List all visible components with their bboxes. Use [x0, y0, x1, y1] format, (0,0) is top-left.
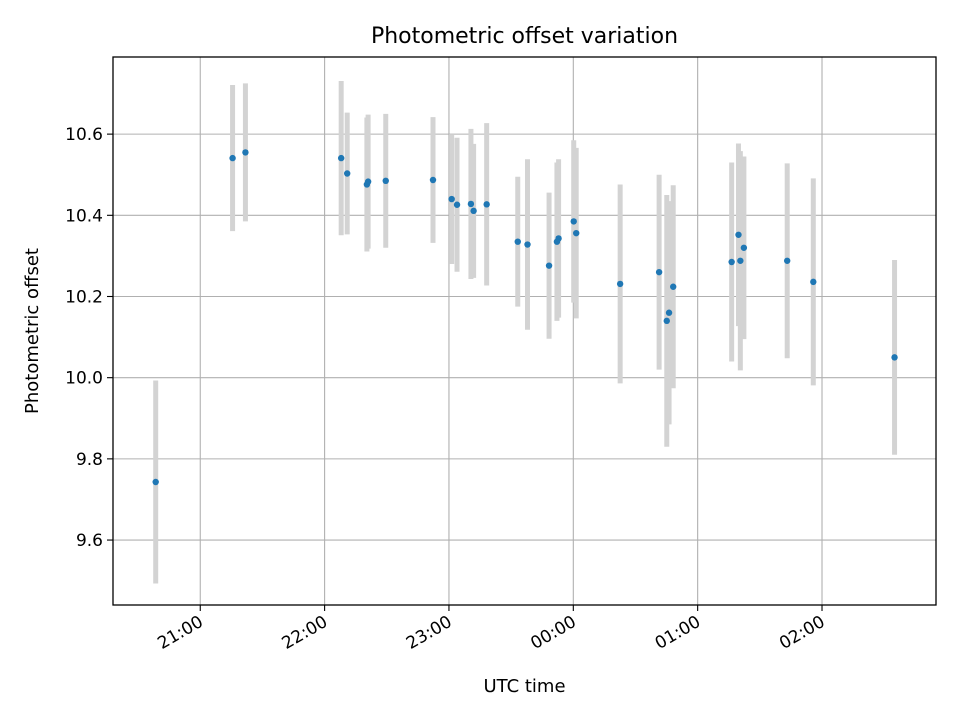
grid [113, 57, 936, 605]
data-points [152, 149, 898, 486]
data-point [483, 201, 490, 208]
data-point [514, 238, 521, 245]
data-point [343, 170, 351, 177]
data-point [670, 283, 677, 290]
data-point [448, 195, 455, 203]
y-tick-label: 9.8 [76, 450, 103, 470]
y-tick-label: 10.6 [65, 125, 103, 145]
data-point [810, 278, 817, 286]
y-axis: 9.6 9.8 10.0 10.2 10.4 10.6 [65, 125, 113, 551]
data-point [891, 354, 898, 361]
data-point [152, 478, 159, 486]
y-tick-label: 10.0 [65, 369, 103, 389]
data-point [242, 149, 249, 156]
y-tick-label: 10.2 [65, 287, 103, 307]
data-point [737, 257, 744, 264]
data-point [467, 200, 475, 208]
plot-frame [112, 56, 937, 606]
data-point [783, 257, 791, 264]
data-point [655, 268, 663, 276]
data-point [364, 178, 372, 185]
data-point [665, 309, 673, 316]
data-point [735, 231, 742, 238]
chart-title: Photometric offset variation [371, 24, 678, 49]
y-axis-label: Photometric offset [22, 248, 43, 414]
data-point [337, 154, 345, 162]
data-point [740, 244, 748, 251]
data-point [382, 177, 389, 185]
data-point [728, 258, 735, 266]
data-point [573, 229, 580, 237]
data-point [453, 201, 461, 208]
y-tick-label: 9.6 [76, 531, 103, 551]
data-point [616, 280, 624, 288]
data-point [570, 218, 577, 225]
x-axis-label: UTC time [483, 676, 565, 697]
data-point [663, 317, 670, 325]
data-point [555, 235, 562, 242]
data-point [524, 241, 531, 248]
data-point [470, 207, 477, 215]
data-point [429, 176, 437, 184]
data-point [229, 154, 236, 162]
y-tick-label: 10.4 [65, 206, 103, 226]
data-point [545, 262, 553, 269]
